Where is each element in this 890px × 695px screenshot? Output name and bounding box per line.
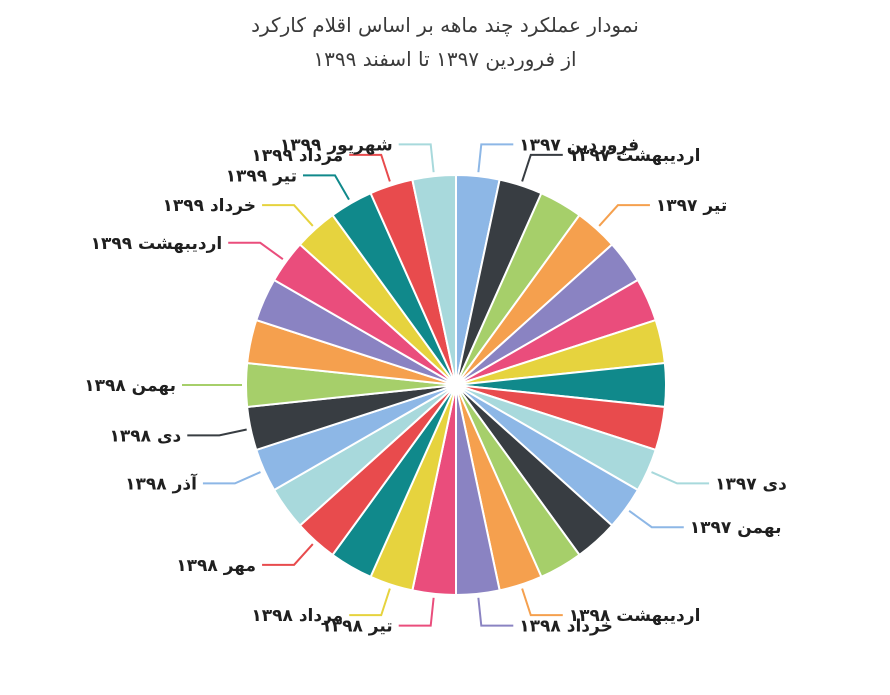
pie-slice-label: فروردین ۱۳۹۷ — [519, 135, 639, 155]
pie-slice-label: خرداد ۱۳۹۸ — [519, 617, 613, 637]
pie-leader-line — [349, 153, 391, 182]
pie-leader-line — [521, 588, 563, 617]
pie-slice-label: مهر ۱۳۹۸ — [176, 556, 256, 576]
chart-title: نمودار عملکرد چند ماهه بر اساس اقلام کار… — [251, 13, 639, 37]
pie-leader-line — [598, 204, 650, 227]
pie-slice-label: خرداد ۱۳۹۹ — [163, 196, 257, 216]
pie-slice-label: دی ۱۳۹۸ — [110, 426, 182, 446]
pie-slice-label: اردیبهشت ۱۳۹۸ — [569, 606, 701, 626]
pie-slice — [411, 173, 457, 386]
pie-center — [453, 382, 459, 388]
pie-leader-line — [398, 143, 435, 173]
chart-subtitle: از فروردین ۱۳۹۷ تا اسفند ۱۳۹۹ — [313, 47, 577, 71]
pie-leader-line — [398, 597, 435, 627]
chart-title-block: نمودار عملکرد چند ماهه بر اساس اقلام کار… — [0, 8, 890, 76]
pie-leader-line — [349, 588, 391, 617]
pie-leader-line — [651, 471, 710, 485]
pie-leader-lines — [182, 143, 710, 627]
pie-leader-line — [187, 428, 247, 437]
pie-leader-line — [262, 204, 314, 227]
pie-leader-line — [477, 597, 514, 627]
pie-slice-label: مرداد ۱۳۹۸ — [251, 606, 343, 626]
pie-slice-label: بهمن ۱۳۹۸ — [84, 376, 176, 396]
pie-slice-label: آذر ۱۳۹۸ — [125, 472, 198, 494]
pie-leader-line — [477, 143, 514, 173]
pie-leader-line — [262, 543, 314, 566]
pie-leader-line — [228, 241, 284, 261]
pie-leader-line — [303, 174, 350, 201]
pie-slice-label: تیر ۱۳۹۸ — [321, 617, 392, 637]
pie-slice-label: تیر ۱۳۹۹ — [226, 166, 297, 186]
pie-leader-line — [521, 153, 563, 182]
pie-leader-line — [202, 471, 261, 485]
pie-leader-line — [628, 509, 684, 529]
pie-slice-label: شهریور ۱۳۹۹ — [280, 135, 393, 155]
pie-slices — [244, 173, 668, 597]
pie-slice-label: اردیبهشت ۱۳۹۹ — [91, 234, 223, 254]
pie-slice-label: مرداد ۱۳۹۹ — [251, 146, 343, 166]
pie-slice-label: دی ۱۳۹۷ — [715, 474, 787, 494]
pie-slice-label: تیر ۱۳۹۷ — [656, 196, 727, 216]
pie-slice-label: اردیبهشت ۱۳۹۷ — [569, 146, 701, 166]
pie-slice-label: بهمن ۱۳۹۷ — [690, 518, 782, 538]
